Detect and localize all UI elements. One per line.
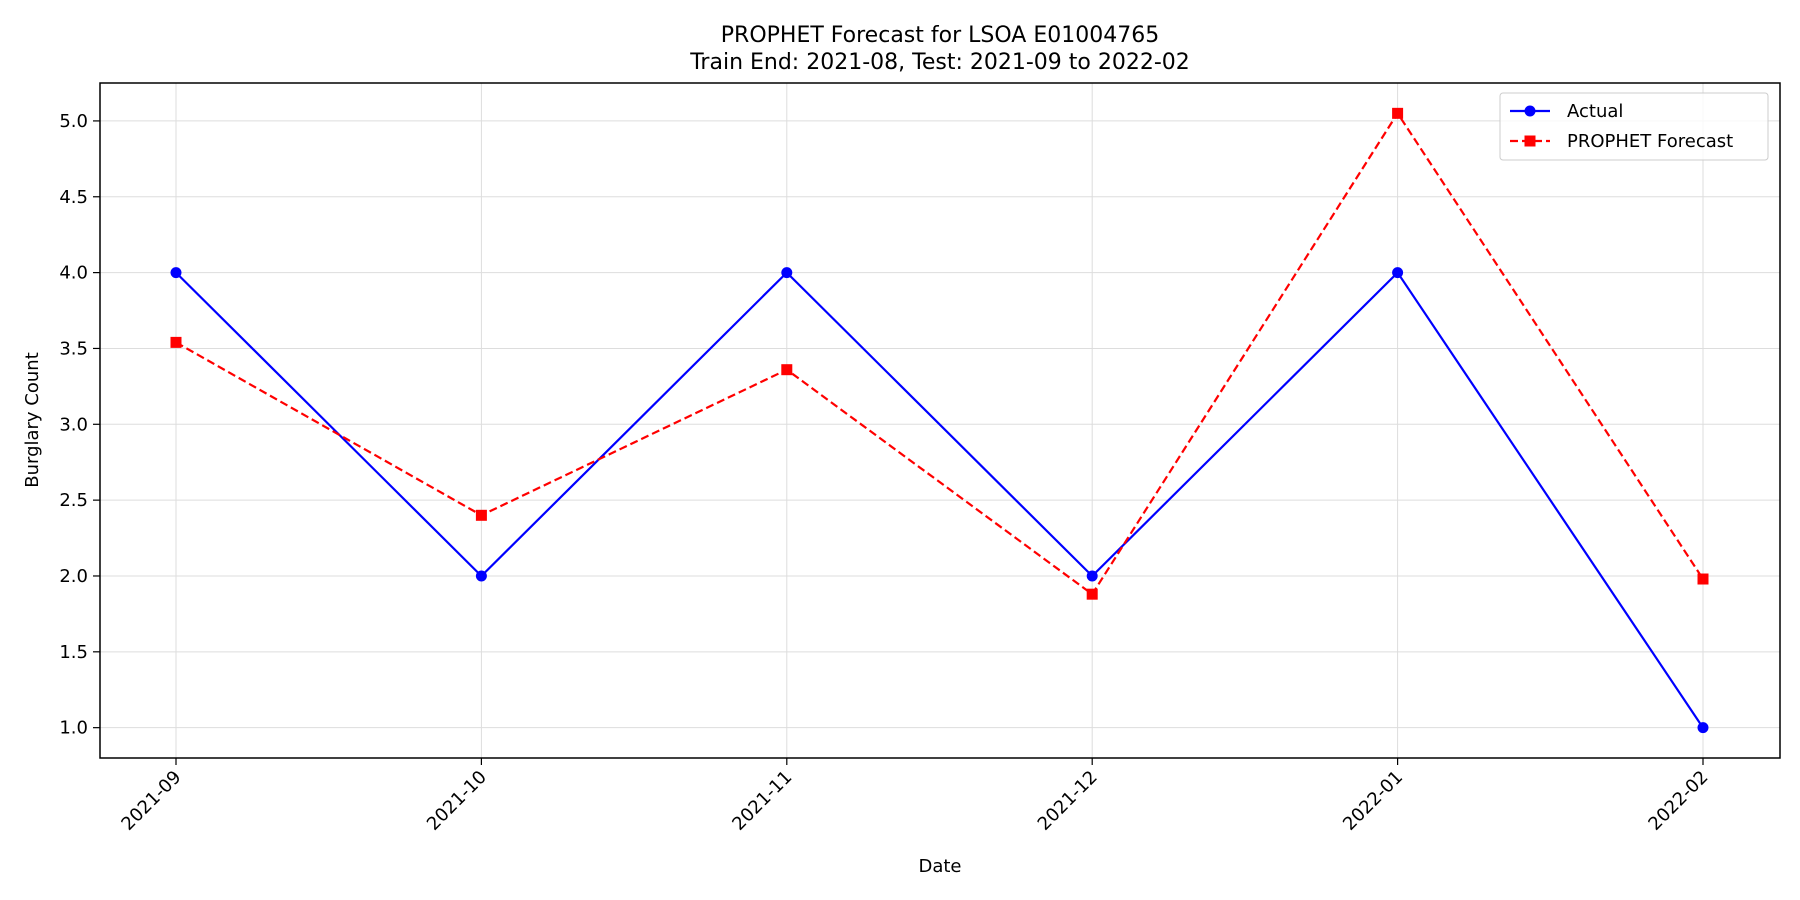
series-line-forecast [175,112,1704,596]
legend-label-actual: Actual [1567,101,1623,122]
x-axis-label: Date [918,856,961,877]
data-point-actual [1697,722,1709,734]
y-tick-label: 4.0 [59,263,88,284]
data-point-forecast [475,509,487,521]
series-line-actual [175,271,1704,729]
chart-title-line-2: Train End: 2021-08, Test: 2021-09 to 202… [689,50,1190,75]
data-point-actual [781,267,793,279]
legend-marker-forecast [1524,135,1536,147]
y-tick-label: 5.0 [59,111,88,132]
y-tick-label: 3.5 [59,338,88,359]
series-layer [170,107,1709,734]
legend: Actual PROPHET Forecast [1499,92,1769,161]
y-axis-label: Burglary Count [22,352,43,488]
y-axis-ticks: 1.0 1.5 2.0 2.5 3.0 3.5 4.0 4.5 5.0 [59,111,100,739]
plot-frame [99,82,1781,759]
y-tick-label: 1.5 [59,642,88,663]
data-point-actual [1392,267,1404,279]
data-point-forecast [1697,573,1709,585]
legend-marker-actual [1524,105,1536,117]
data-point-actual [170,267,182,279]
data-point-forecast [781,364,793,376]
chart-title-line-1: PROPHET Forecast for LSOA E01004765 [721,23,1159,48]
y-tick-label: 2.5 [59,490,88,511]
y-tick-label: 2.0 [59,566,88,587]
data-point-forecast [170,336,182,348]
legend-label-forecast: PROPHET Forecast [1567,131,1733,152]
data-point-forecast [1392,107,1404,119]
y-tick-label: 1.0 [59,718,88,739]
grid-lines [100,83,1780,758]
y-tick-label: 4.5 [59,187,88,208]
data-point-forecast [1086,588,1098,600]
data-point-actual [1086,570,1098,582]
y-tick-label: 3.0 [59,414,88,435]
data-point-actual [475,570,487,582]
legend-box [1499,92,1769,161]
